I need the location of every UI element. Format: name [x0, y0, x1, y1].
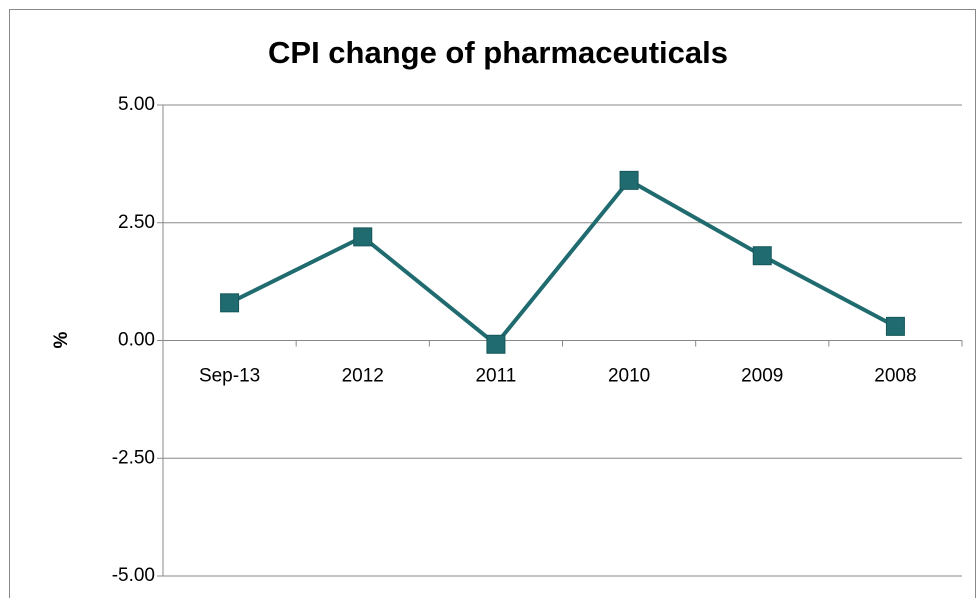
x-tick-label: 2008: [874, 366, 916, 387]
x-tick-label: 2009: [741, 366, 783, 387]
x-tick-label: 2012: [342, 366, 384, 387]
y-tick-label: -5.00: [112, 565, 155, 586]
marker: [486, 334, 506, 354]
marker: [619, 170, 639, 190]
y-tick-label: -2.50: [112, 447, 155, 468]
chart-title: CPI change of pharmaceuticals: [268, 35, 728, 70]
chart-frame: [9, 9, 976, 598]
y-axis-label: %: [51, 331, 72, 348]
x-tick-label: 2011: [475, 366, 516, 387]
y-tick-label: 0.00: [118, 330, 155, 351]
x-tick-label: Sep-13: [199, 366, 260, 387]
x-tick-label: 2010: [608, 366, 650, 387]
marker: [220, 293, 240, 313]
marker: [752, 246, 772, 266]
y-tick-label: 5.00: [118, 94, 155, 115]
marker: [885, 316, 905, 336]
y-tick-label: 2.50: [118, 212, 155, 233]
line: [228, 178, 897, 347]
marker: [353, 227, 373, 247]
